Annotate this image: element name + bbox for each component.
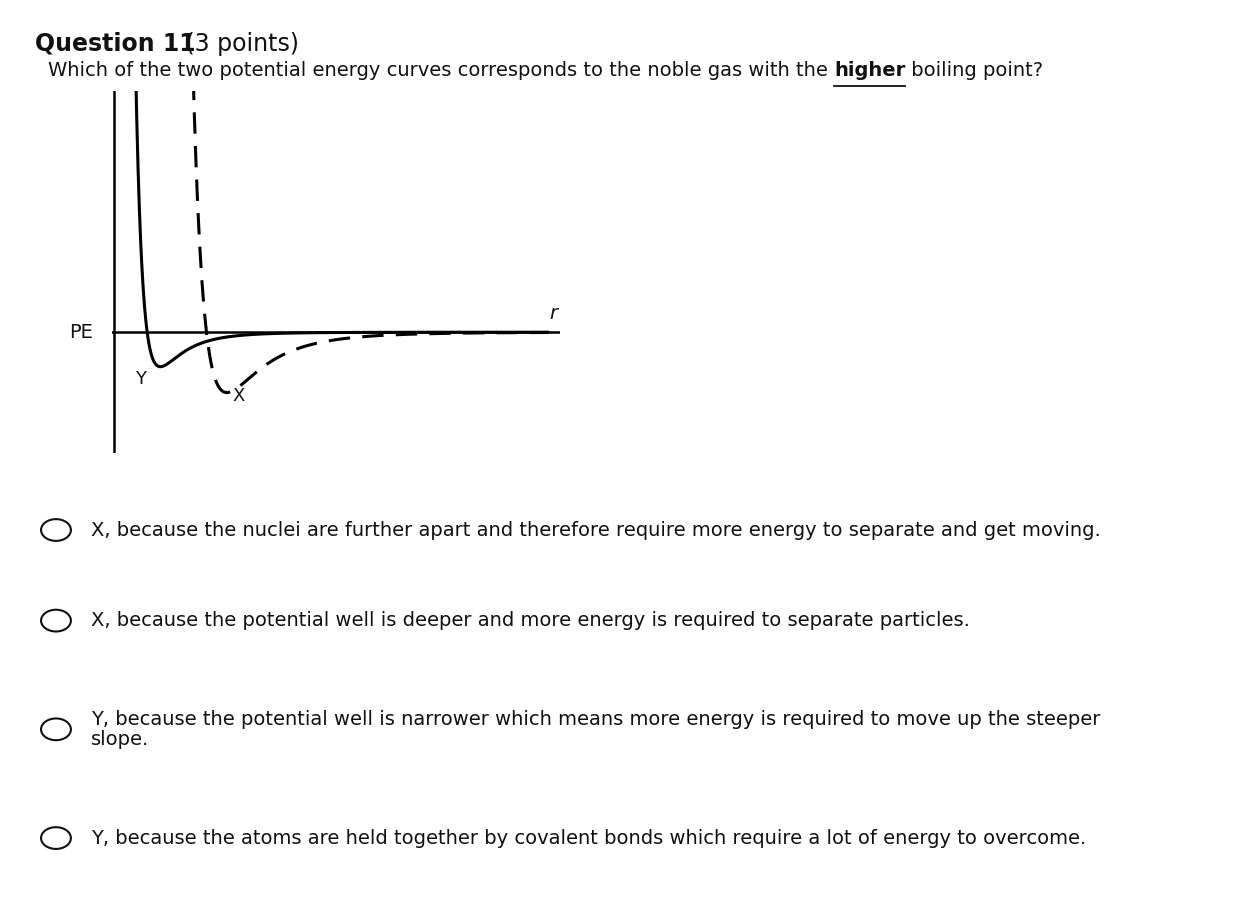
Text: Y, because the potential well is narrower which means more energy is required to: Y, because the potential well is narrowe… <box>91 710 1100 728</box>
Text: Question 11: Question 11 <box>35 32 195 55</box>
Text: (3 points): (3 points) <box>178 32 299 55</box>
Text: Y, because the atoms are held together by covalent bonds which require a lot of : Y, because the atoms are held together b… <box>91 829 1086 847</box>
Text: Y: Y <box>134 371 146 388</box>
Text: higher: higher <box>835 61 906 80</box>
Text: X, because the nuclei are further apart and therefore require more energy to sep: X, because the nuclei are further apart … <box>91 521 1101 539</box>
Text: X: X <box>233 388 245 405</box>
Text: r: r <box>550 304 557 323</box>
Text: boiling point?: boiling point? <box>906 61 1044 80</box>
Text: X, because the potential well is deeper and more energy is required to separate : X, because the potential well is deeper … <box>91 612 969 630</box>
Text: slope.: slope. <box>91 730 149 748</box>
Text: PE: PE <box>68 323 92 342</box>
Text: Which of the two potential energy curves corresponds to the noble gas with the: Which of the two potential energy curves… <box>49 61 835 80</box>
